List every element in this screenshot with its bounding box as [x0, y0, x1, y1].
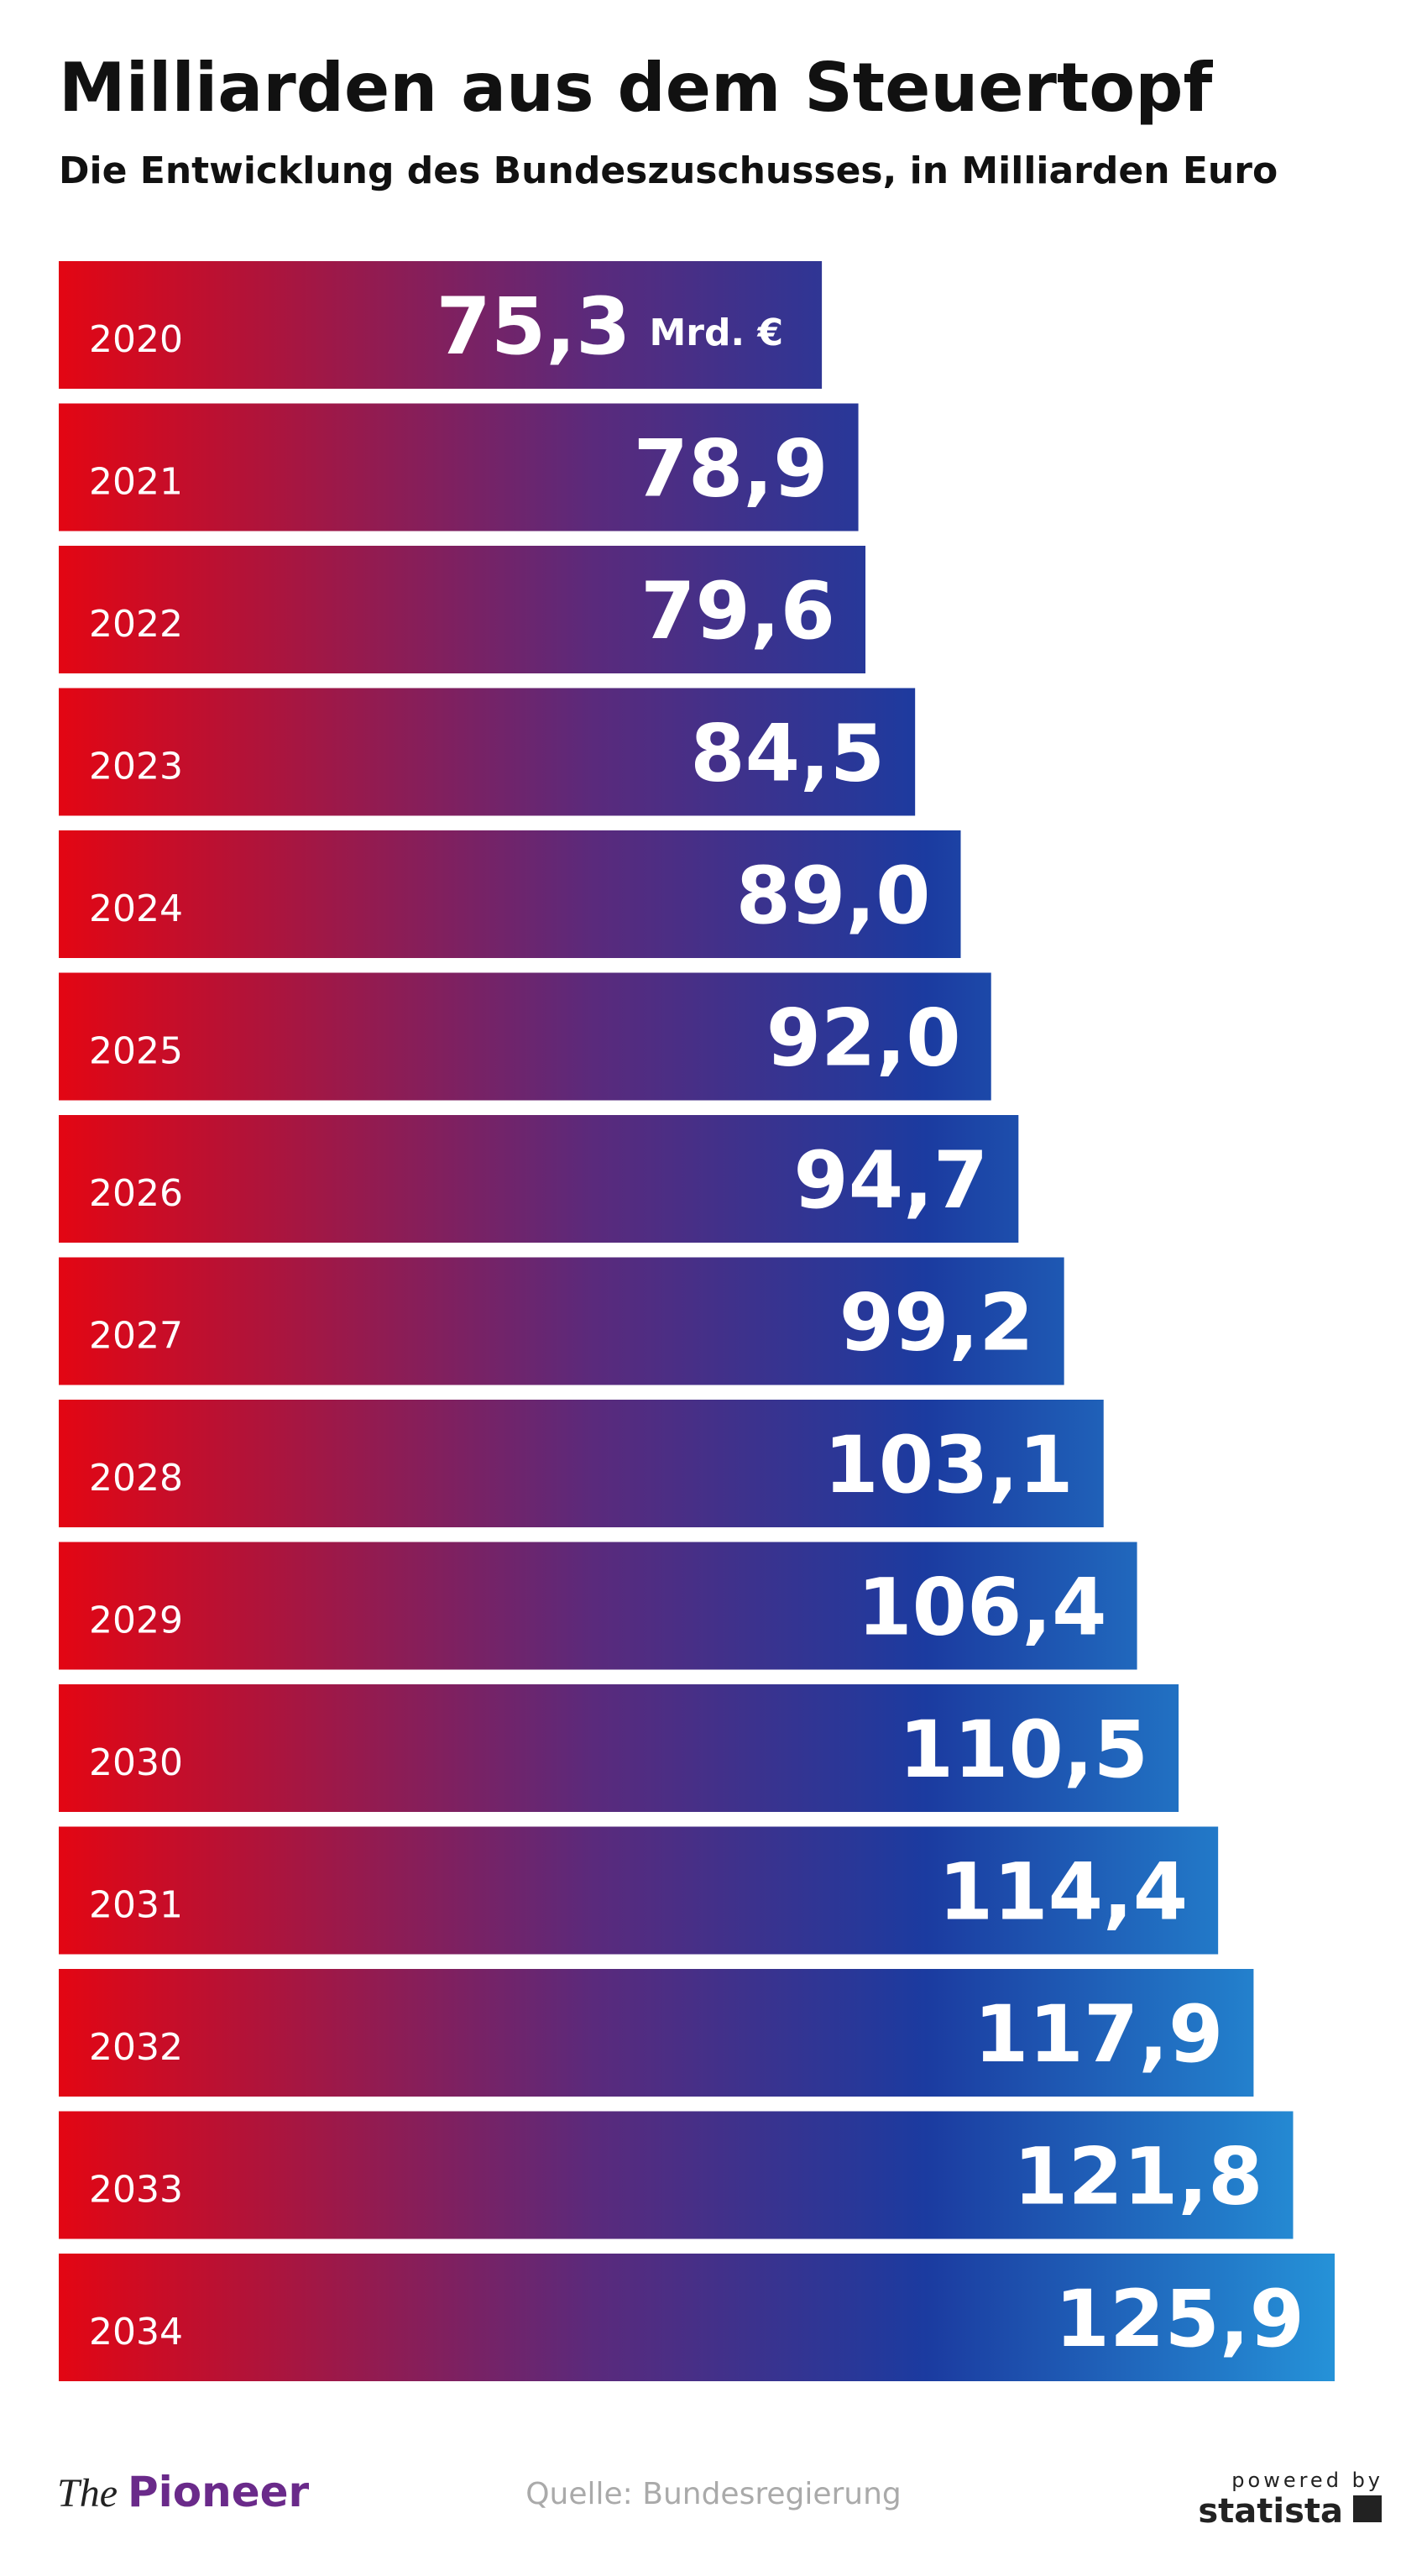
value-label: 89,0 — [736, 851, 931, 942]
y-tick-label: 2024 — [89, 887, 183, 930]
statista-icon — [1353, 2495, 1382, 2522]
y-tick-label: 2023 — [89, 746, 183, 788]
y-tick-label: 2034 — [89, 2311, 183, 2353]
y-tick-label: 2028 — [89, 1457, 183, 1500]
bar — [59, 2111, 1294, 2239]
bar — [59, 688, 916, 816]
bar — [59, 1969, 1254, 2097]
chart-title: Milliarden aus dem Steuertopf — [59, 49, 1213, 127]
value-label: 106,4 — [857, 1563, 1106, 1654]
bar — [59, 830, 961, 958]
bar — [59, 261, 823, 389]
y-tick-label: 2029 — [89, 1600, 183, 1642]
bar — [59, 403, 859, 531]
brand-the: The — [57, 2471, 118, 2516]
y-tick-label: 2021 — [89, 461, 183, 504]
y-tick-label: 2020 — [89, 318, 183, 361]
bar — [59, 546, 866, 673]
y-tick-label: 2030 — [89, 1741, 183, 1784]
bar — [59, 1826, 1219, 1955]
chart-subtitle: Die Entwicklung des Bundeszuschusses, in… — [59, 149, 1278, 192]
value-label: 114,4 — [938, 1847, 1188, 1939]
bar — [59, 2254, 1335, 2381]
source: Quelle: Bundesregierung — [525, 2477, 902, 2511]
statista-logo: statista — [1198, 2492, 1343, 2531]
value-label: 84,5 — [690, 709, 885, 800]
value-label: 94,7 — [793, 1135, 988, 1227]
bar — [59, 1400, 1104, 1527]
y-tick-label: 2031 — [89, 1884, 183, 1927]
y-tick-label: 2027 — [89, 1315, 183, 1358]
value-label: 92,0 — [766, 993, 961, 1085]
y-tick-label: 2032 — [89, 2026, 183, 2069]
value-label: 125,9 — [1055, 2274, 1304, 2365]
y-tick-label: 2025 — [89, 1030, 183, 1073]
y-tick-label: 2033 — [89, 2169, 183, 2212]
bar — [59, 972, 991, 1101]
unit-label: Mrd. € — [649, 312, 783, 354]
value-label: 117,9 — [974, 1989, 1223, 2081]
y-tick-label: 2022 — [89, 603, 183, 646]
bar — [59, 1257, 1064, 1385]
value-label: 99,2 — [839, 1278, 1034, 1369]
brand-pioneer: Pioneer — [128, 2468, 310, 2516]
powered-by: powered by — [1231, 2469, 1383, 2492]
y-tick-label: 2026 — [89, 1172, 183, 1215]
value-label: 110,5 — [899, 1704, 1148, 1796]
bar — [59, 1542, 1137, 1670]
bar — [59, 1115, 1019, 1243]
value-label: 75,3 — [436, 281, 631, 373]
value-label: 121,8 — [1013, 2132, 1262, 2223]
value-label: 78,9 — [634, 424, 828, 516]
bar — [59, 1684, 1179, 1812]
value-label: 103,1 — [823, 1420, 1073, 1511]
value-label: 79,6 — [640, 566, 835, 657]
